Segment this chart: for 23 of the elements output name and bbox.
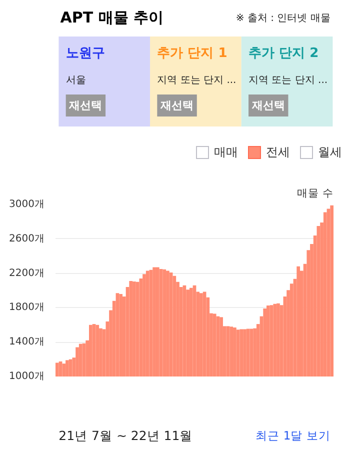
text: 추가 단지 1 <box>157 46 228 61</box>
y-axis-title: 매물 수 <box>297 188 334 200</box>
text: 노원구 <box>66 46 105 61</box>
y-tick-label: 1400개 <box>9 336 45 348</box>
text: 추가 단지 2 <box>248 46 319 61</box>
text: 최근 1달 보기 <box>256 428 330 442</box>
text: 재선택 <box>250 99 285 112</box>
text: 월세 <box>318 145 342 160</box>
text: 서울 <box>66 75 86 86</box>
text: 지역 또는 단지 ... <box>248 75 328 86</box>
y-tick-label: 2200개 <box>9 268 45 279</box>
text: 재선택 <box>160 99 194 112</box>
y-tick-label: 1800개 <box>9 302 45 314</box>
text: 21년 7월 ~ 22년 11월 <box>58 428 193 443</box>
y-tick-label: 1000개 <box>9 371 45 382</box>
text: ※ 출처 : 인터넷 매물 <box>236 13 330 24</box>
y-tick-label: 2600개 <box>9 233 45 244</box>
chart-title: APT 매물 추이 <box>60 8 164 26</box>
text: 지역 또는 단지 ... <box>157 75 236 86</box>
text: 매매 <box>214 145 238 160</box>
y-tick-label: 3000개 <box>9 199 45 210</box>
text: 재선택 <box>68 99 102 112</box>
legend-label: 전세 <box>266 145 290 160</box>
